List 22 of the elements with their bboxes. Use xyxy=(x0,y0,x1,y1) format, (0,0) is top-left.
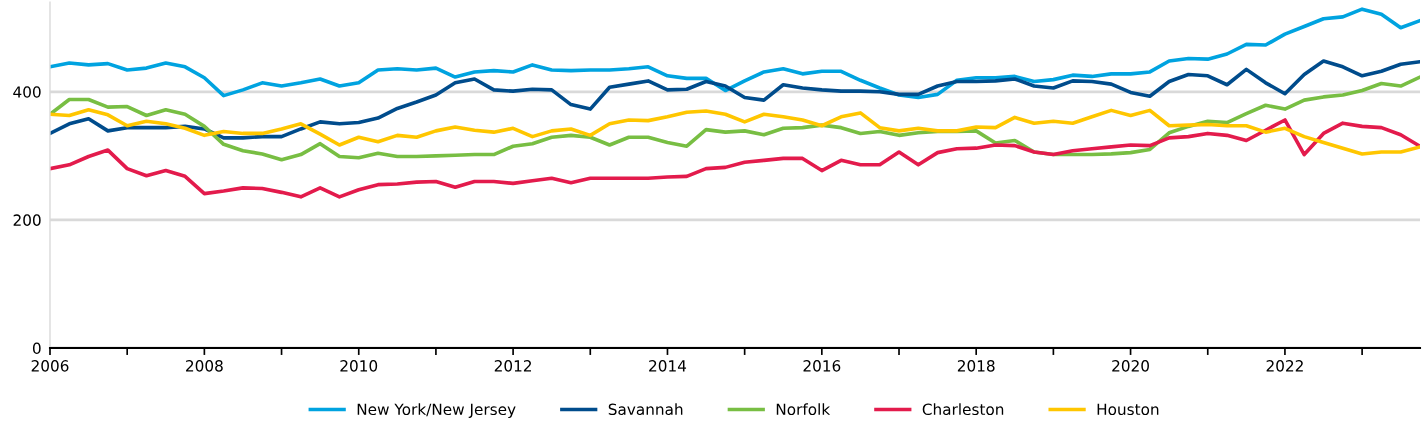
x-tick-label: 2014 xyxy=(649,360,687,372)
line-series xyxy=(50,7,1420,100)
y-tick-label: 0 xyxy=(32,342,41,355)
x-tick-label: 2022 xyxy=(1266,360,1303,372)
x-tick-label: 2020 xyxy=(1112,360,1149,372)
x-tick-label: 2018 xyxy=(957,360,995,372)
legend-label: Houston xyxy=(1097,403,1159,416)
legend-label: Norfolk xyxy=(776,403,831,416)
legend-label: Savannah xyxy=(608,403,683,416)
legend-label: Charleston xyxy=(922,403,1004,416)
x-tick-label: 2006 xyxy=(31,360,69,372)
legend-label: New York/New Jersey xyxy=(357,403,516,419)
line-series xyxy=(50,118,1420,199)
x-tick-label: 2010 xyxy=(340,360,378,372)
line-series xyxy=(50,107,1420,156)
x-tick-label: 2016 xyxy=(803,360,841,372)
y-tick-label: 400 xyxy=(13,86,41,98)
line-series xyxy=(50,59,1420,140)
line-series xyxy=(50,75,1420,162)
x-tick-label: 2008 xyxy=(186,360,223,372)
x-tick-label: 2012 xyxy=(494,360,532,372)
y-tick-label: 200 xyxy=(13,214,41,226)
